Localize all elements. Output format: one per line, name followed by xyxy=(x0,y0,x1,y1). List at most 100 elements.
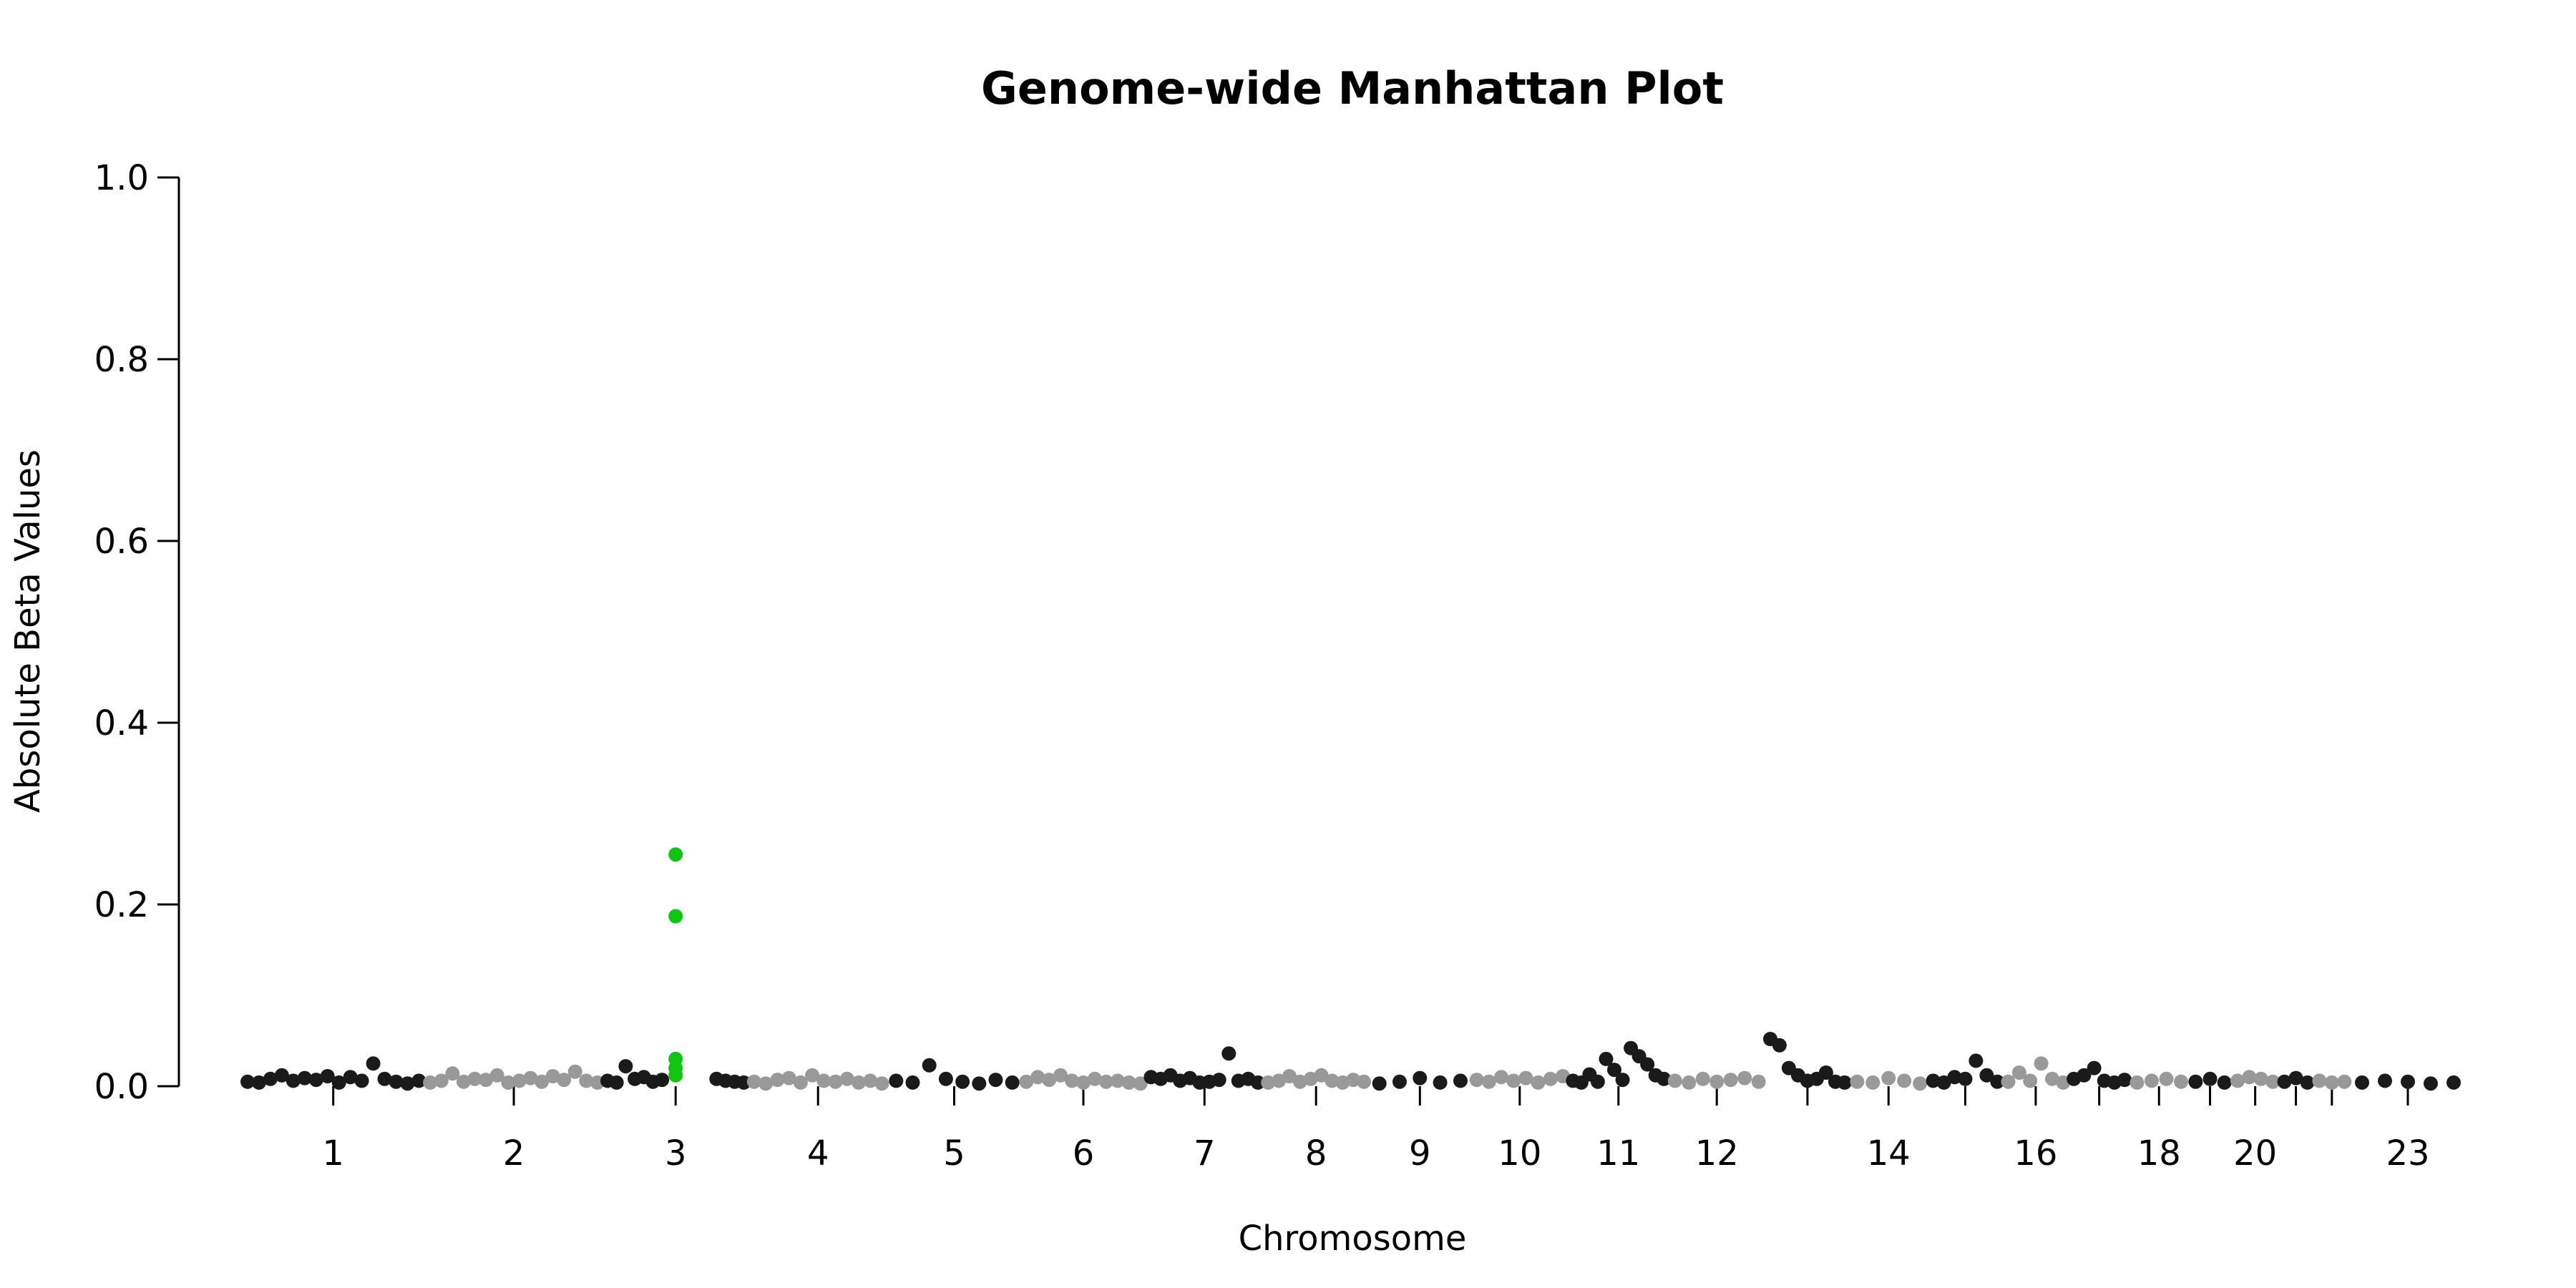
data-point-chr10 xyxy=(1506,1073,1521,1088)
data-point-chr8 xyxy=(1357,1074,1372,1089)
x-tick-label: 8 xyxy=(1305,1133,1327,1174)
data-point-chr18 xyxy=(2174,1074,2188,1089)
data-point-chr12 xyxy=(1737,1070,1752,1085)
data-point-chr2 xyxy=(467,1071,482,1086)
data-point-chr2 xyxy=(523,1070,538,1085)
data-points xyxy=(240,847,2461,1091)
x-tick-label: 20 xyxy=(2233,1133,2277,1174)
data-point-chr4 xyxy=(758,1076,774,1091)
data-point-chr1 xyxy=(263,1071,278,1086)
data-point-chr7 xyxy=(1251,1075,1265,1090)
data-point-chr1 xyxy=(308,1073,323,1088)
data-point-chr1 xyxy=(411,1073,426,1088)
y-tick-label: 0.0 xyxy=(94,1067,149,1107)
data-point-chr2 xyxy=(423,1075,438,1090)
y-tick-label: 0.2 xyxy=(94,885,149,925)
data-point-chr5 xyxy=(972,1076,987,1091)
data-point-chr20 xyxy=(2242,1070,2257,1085)
data-point-chr13 xyxy=(1837,1075,1852,1090)
data-point-chr5 xyxy=(922,1058,937,1073)
data-point-chr10 xyxy=(1494,1070,1509,1085)
data-point-chr6 xyxy=(1019,1074,1034,1089)
x-tick-label: 10 xyxy=(1498,1133,1541,1174)
y-axis: 0.0 0.2 0.4 0.6 0.8 1.0 xyxy=(94,158,180,1107)
data-point-chr1 xyxy=(251,1075,266,1090)
data-point-chr19 xyxy=(2188,1074,2203,1089)
data-point-chr11 xyxy=(1657,1071,1672,1086)
y-axis-label: Absolute Beta Values xyxy=(8,449,48,813)
x-tick-label: 7 xyxy=(1194,1133,1216,1174)
data-point-chr4 xyxy=(828,1074,843,1089)
data-point-chr3 xyxy=(609,1075,624,1090)
data-point-chr20 xyxy=(2230,1073,2245,1088)
data-point-chr13 xyxy=(1818,1065,1833,1080)
x-tick-label: 2 xyxy=(503,1133,525,1174)
data-point-chr2 xyxy=(434,1073,449,1088)
data-point-chr23 xyxy=(2401,1074,2415,1089)
data-point-chr4 xyxy=(852,1075,867,1090)
data-point-chr1 xyxy=(320,1069,335,1083)
data-point-chr6 xyxy=(1098,1074,1113,1089)
data-point-chr2 xyxy=(445,1066,460,1081)
data-point-chr22 xyxy=(2324,1075,2339,1090)
data-point-chr16 xyxy=(2034,1056,2049,1071)
data-point-chr10 xyxy=(1469,1073,1484,1088)
data-point-chr5 xyxy=(988,1073,1003,1088)
data-point-chr8 xyxy=(1282,1069,1297,1083)
data-point-chr4 xyxy=(770,1073,785,1088)
data-point-chr1 xyxy=(286,1073,301,1088)
data-point-chr8 xyxy=(1324,1073,1340,1088)
data-point-chr8 xyxy=(1346,1073,1361,1088)
data-point-chr4 xyxy=(874,1076,889,1091)
x-tick-label: 16 xyxy=(2014,1133,2057,1174)
data-point-chr6 xyxy=(1088,1071,1102,1086)
data-point-chr3 xyxy=(618,1059,633,1074)
data-point-chr1 xyxy=(274,1068,289,1083)
data-point-chr22 xyxy=(2312,1073,2327,1088)
data-point-chr8 xyxy=(1261,1075,1276,1090)
data-point-chr1 xyxy=(377,1071,392,1086)
data-point-chr15 xyxy=(1968,1053,1984,1068)
data-point-chr21 xyxy=(2288,1070,2303,1085)
x-tick-label: 12 xyxy=(1695,1133,1739,1174)
data-point-chr11 xyxy=(1590,1074,1605,1089)
data-point-chr16 xyxy=(2001,1074,2016,1089)
data-point-chr4 xyxy=(781,1070,796,1085)
data-point-chr9 xyxy=(1372,1076,1387,1091)
data-point-chr18 xyxy=(2129,1075,2145,1090)
data-point-chr10 xyxy=(1543,1071,1558,1086)
data-point-chr15 xyxy=(1936,1075,1951,1090)
data-point-chr2 xyxy=(479,1073,494,1088)
x-tick-label: 11 xyxy=(1596,1133,1640,1174)
data-point-chr6 xyxy=(1121,1075,1136,1090)
data-point-chr1 xyxy=(400,1076,415,1091)
data-point-chr22 xyxy=(2337,1074,2352,1089)
data-point-chr15 xyxy=(1958,1071,1973,1086)
data-point-chr1 xyxy=(331,1075,346,1090)
x-tick-label: 14 xyxy=(1867,1133,1911,1174)
data-point-chr20 xyxy=(2265,1074,2280,1089)
data-point-chr12 xyxy=(1667,1073,1682,1088)
data-point-chr5 xyxy=(938,1071,953,1086)
data-point-chr23 xyxy=(2424,1076,2438,1091)
data-point-chr4 xyxy=(793,1075,808,1090)
data-point-chr3 xyxy=(668,1068,683,1083)
data-point-chr5 xyxy=(905,1075,920,1090)
data-point-chr2 xyxy=(557,1073,572,1088)
data-point-chr18 xyxy=(2159,1071,2174,1086)
data-point-chr1 xyxy=(240,1074,255,1089)
data-point-chr12 xyxy=(1723,1073,1738,1088)
data-point-chr14 xyxy=(1865,1075,1880,1090)
data-point-chr20 xyxy=(2253,1071,2268,1086)
data-point-chr10 xyxy=(1518,1070,1533,1085)
data-point-chr4 xyxy=(839,1071,854,1086)
data-point-chr9 xyxy=(1453,1073,1468,1088)
x-tick-label: 5 xyxy=(943,1133,965,1174)
x-tick-label: 23 xyxy=(2386,1133,2429,1174)
x-tick-label: 18 xyxy=(2137,1133,2181,1174)
data-point-chr6 xyxy=(1065,1073,1080,1088)
y-tick-label: 0.8 xyxy=(94,340,149,380)
data-point-chr3 xyxy=(668,909,683,924)
data-point-chr7 xyxy=(1211,1073,1226,1088)
